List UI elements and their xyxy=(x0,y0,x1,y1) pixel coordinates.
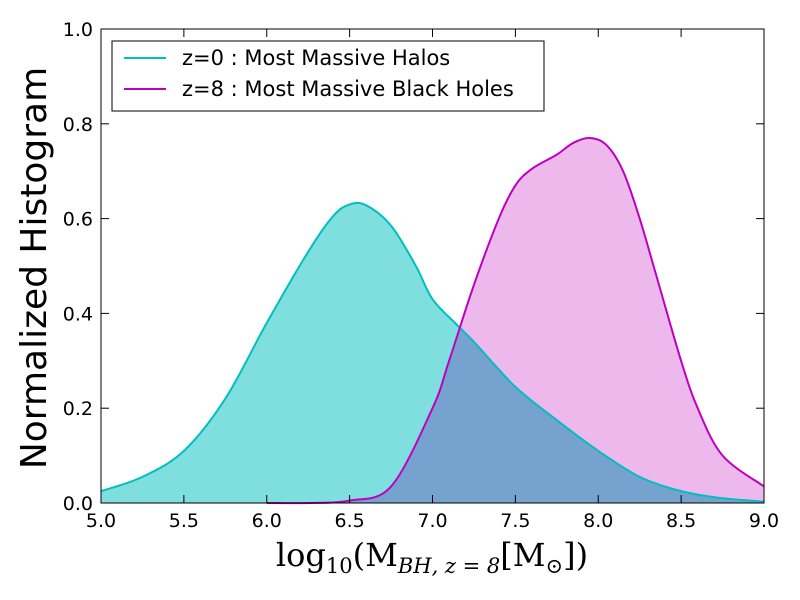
x-tick-label: 7.0 xyxy=(417,510,447,532)
legend-box xyxy=(111,40,545,112)
x-tick-label: 5.0 xyxy=(86,510,116,532)
y-tick-label: 0.2 xyxy=(63,398,93,420)
y-axis-label: Normalized Histogram xyxy=(14,67,55,469)
series-lines xyxy=(100,136,765,505)
y-tick-label: 0.6 xyxy=(63,209,93,231)
axis-ticks: 5.0 5.5 6.0 6.5 7.0 7.5 8.0 8.5 9.0 0.0 0.2 0.4 0.6 0… xyxy=(63,19,779,532)
legend-label-black-holes: z=8 : Most Massive Black Holes xyxy=(182,77,514,101)
series-line-halos xyxy=(100,201,765,503)
series-fills xyxy=(101,137,764,504)
x-axis-label: log10(MBH, z = 8[M⊙]) xyxy=(276,536,588,578)
x-tick-label: 7.5 xyxy=(500,510,530,532)
x-tick-label: 6.0 xyxy=(252,510,282,532)
y-tick-label: 1.0 xyxy=(63,19,93,41)
area-fill-black-holes xyxy=(266,137,764,504)
x-tick-label: 8.0 xyxy=(583,510,613,532)
legend-label-halos: z=0 : Most Massive Halos xyxy=(182,46,450,70)
y-tick-label: 0.0 xyxy=(63,493,93,515)
area-fill-halos xyxy=(101,202,764,504)
x-tick-label: 9.0 xyxy=(749,510,779,532)
y-tick-label: 0.4 xyxy=(63,303,93,325)
x-tick-label: 5.5 xyxy=(169,510,199,532)
series-line-black-holes xyxy=(266,136,765,505)
y-tick-label: 0.8 xyxy=(63,114,93,136)
legend: z=0 : Most Massive Halos z=8 : Most Mass… xyxy=(111,40,545,112)
x-tick-label: 8.5 xyxy=(666,510,696,532)
x-tick-label: 6.5 xyxy=(335,510,365,532)
